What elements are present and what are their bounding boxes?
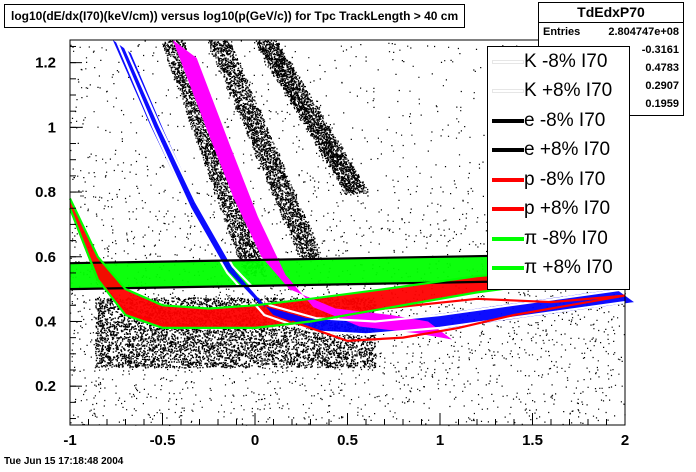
series-line-1 [120,39,626,323]
legend-line-swatch [492,148,524,152]
proton-band-fill [172,40,452,340]
legend-label: π +8% I70 [524,257,613,278]
stats-row: -0.3161 [539,41,683,59]
legend-entry: π +8% I70 [488,253,629,282]
y-tick-label: 0.6 [35,249,56,266]
x-tick-label: -1 [63,432,76,449]
legend-line-swatch [492,89,524,93]
stats-row: 0.1959 [539,95,683,113]
stats-row: Entries 2.804747e+08 [539,23,683,41]
legend-label: π -8% I70 [524,228,608,249]
axis-layer: -1 -0.5 0 0.5 1 1.5 2 0.2 0.4 0.6 0.8 1 1.2 [35,45,629,449]
x-tick-label: 0.5 [337,432,358,449]
y-tick-label: 1.2 [35,55,56,72]
y-tick-label: 0.8 [35,184,56,201]
timestamp-footer: Tue Jun 15 17:18:48 2004 [4,456,124,467]
scatter-points [70,40,626,427]
legend-line-swatch [492,207,524,211]
legend-entry: K -8% I70 [488,47,629,76]
stats-value: 0.1959 [645,98,679,110]
legend-label: p -8% I70 [524,169,606,190]
plot-title: log10(dE/dx(I70)(keV/cm)) versus log10(p… [4,4,466,28]
stats-key: Entries [543,26,581,38]
legend-label: K -8% I70 [524,51,608,72]
series-line-5 [291,294,626,343]
y-tick-label: 0.2 [35,378,56,395]
stats-value: 0.4783 [645,62,679,74]
legend-entry: p +8% I70 [488,194,629,223]
legend-line-swatch [492,178,524,182]
x-tick-label: 1.5 [522,432,543,449]
x-tick-label: 1 [436,432,444,449]
legend-label: e -8% I70 [524,110,606,131]
legend-entry: K +8% I70 [488,76,629,105]
stats-name: TdEdxP70 [539,3,683,23]
stats-value: -0.3161 [641,44,679,56]
legend-entry: π -8% I70 [488,224,629,253]
stats-value: 0.2907 [645,80,679,92]
y-tick-label: 0.4 [35,313,57,330]
legend-label: p +8% I70 [524,198,611,219]
kaon-band-fill [112,40,635,335]
legend-line-swatch [492,60,524,64]
stats-row: 0.4783 [539,59,683,77]
scatter-density-layer [70,40,626,427]
legend-line-swatch [492,237,524,241]
legend-entry: e -8% I70 [488,106,629,135]
y-tick-label: 1 [48,119,56,136]
stats-value: 2.804747e+08 [608,26,679,38]
legend-line-swatch [492,119,524,123]
legend-entry: e +8% I70 [488,135,629,164]
legend-label: e +8% I70 [524,139,611,160]
stats-row: 0.2907 [539,77,683,95]
legend-line-swatch [492,266,524,270]
x-tick-label: -0.5 [150,432,176,449]
legend-label: K +8% I70 [524,80,613,101]
legend-entry: p -8% I70 [488,165,629,194]
x-tick-label: 2 [621,432,629,449]
legend: K -8% I70 K +8% I70 e -8% I70 e +8% I70 … [487,46,630,290]
x-tick-label: 0 [251,432,259,449]
